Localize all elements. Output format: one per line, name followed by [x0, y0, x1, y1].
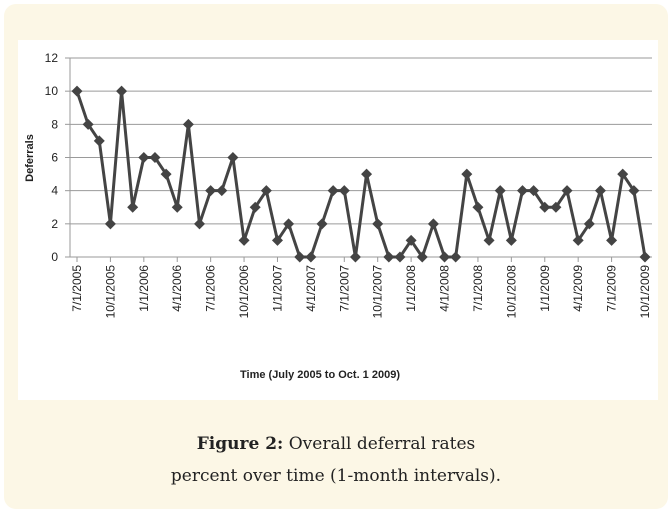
x-tick-label: 10/1/2008: [504, 265, 518, 319]
data-point: [516, 185, 528, 197]
data-point: [227, 152, 239, 163]
data-point: [472, 201, 484, 213]
data-point: [383, 251, 395, 263]
data-point: [138, 152, 150, 163]
chart-area: [18, 40, 658, 400]
data-line: [75, 89, 647, 259]
data-point: [205, 185, 217, 197]
data-point: [528, 185, 540, 197]
data-point: [372, 218, 384, 230]
data-point: [338, 185, 350, 197]
data-point: [238, 234, 250, 246]
data-point: [194, 218, 206, 230]
data-point: [160, 168, 172, 180]
data-point: [116, 85, 128, 97]
x-tick-label: 7/1/2009: [605, 265, 619, 312]
data-point: [294, 251, 306, 263]
data-point: [305, 251, 317, 263]
x-tick-label: 10/1/2009: [638, 265, 652, 319]
data-point: [606, 234, 618, 246]
data-point: [427, 218, 439, 230]
y-axis-label: Deferrals: [24, 134, 36, 182]
data-point: [505, 234, 517, 246]
data-point: [171, 201, 183, 213]
y-tick-label: 0: [51, 250, 58, 264]
data-point: [483, 234, 495, 246]
x-tick-label: 10/1/2006: [237, 265, 251, 319]
x-tick-label: 10/1/2007: [371, 265, 385, 319]
y-tick-label: 12: [45, 51, 59, 65]
data-point: [539, 201, 551, 213]
data-point: [583, 218, 595, 230]
x-tick-label: 7/1/2005: [70, 265, 84, 312]
data-point: [271, 234, 283, 246]
x-tick-label: 4/1/2007: [304, 265, 318, 312]
data-point: [216, 185, 228, 197]
y-tick-label: 2: [51, 217, 58, 231]
data-point: [394, 251, 406, 263]
data-point: [361, 168, 373, 180]
data-point: [405, 234, 417, 246]
data-point: [327, 185, 339, 197]
x-axis-label: Time (July 2005 to Oct. 1 2009): [240, 369, 400, 381]
data-point: [461, 168, 473, 180]
chart: Deferrals Time (July 2005 to Oct. 1 2009…: [18, 40, 658, 400]
y-tick-label: 6: [51, 151, 58, 165]
data-point: [71, 85, 83, 97]
y-tick-label: 10: [45, 84, 59, 98]
data-point: [93, 135, 105, 147]
caption-paragraph: Figure 2: Overall deferral rates percent…: [161, 428, 511, 492]
x-tick-label: 7/1/2008: [471, 265, 485, 312]
data-point: [550, 201, 562, 213]
data-point: [450, 251, 462, 263]
data-point: [617, 168, 629, 180]
data-point: [127, 201, 139, 213]
data-point: [439, 251, 451, 263]
x-tick-label: 4/1/2006: [170, 265, 184, 312]
x-tick-label: 7/1/2006: [204, 265, 218, 312]
data-point: [594, 185, 606, 197]
y-tick-label: 4: [51, 184, 58, 198]
x-tick-label: 1/1/2009: [538, 265, 552, 312]
data-point: [349, 251, 361, 263]
x-tick-label: 1/1/2006: [137, 265, 151, 312]
data-point: [494, 185, 506, 197]
x-tick-label: 10/1/2005: [103, 265, 117, 319]
caption-label: Figure 2:: [196, 434, 284, 454]
data-point: [639, 251, 651, 263]
data-point: [260, 185, 272, 197]
x-tick-label: 4/1/2009: [571, 265, 585, 312]
x-tick-label: 4/1/2008: [438, 265, 452, 312]
caption-text: Overall deferral rates percent over time…: [170, 434, 502, 486]
data-point: [182, 118, 194, 130]
data-point: [82, 118, 94, 130]
data-point: [572, 234, 584, 246]
x-tick-label: 7/1/2007: [337, 265, 351, 312]
data-point: [628, 185, 640, 197]
caption: Figure 2: Overall deferral rates percent…: [0, 428, 672, 492]
data-point: [104, 218, 116, 230]
data-point: [561, 185, 573, 197]
data-point: [416, 251, 428, 263]
data-point: [149, 152, 161, 163]
x-tick-label: 1/1/2007: [270, 265, 284, 312]
data-point: [283, 218, 295, 230]
data-point: [316, 218, 328, 230]
x-tick-label: 1/1/2008: [404, 265, 418, 312]
y-tick-label: 8: [51, 117, 58, 131]
data-point: [249, 201, 261, 213]
